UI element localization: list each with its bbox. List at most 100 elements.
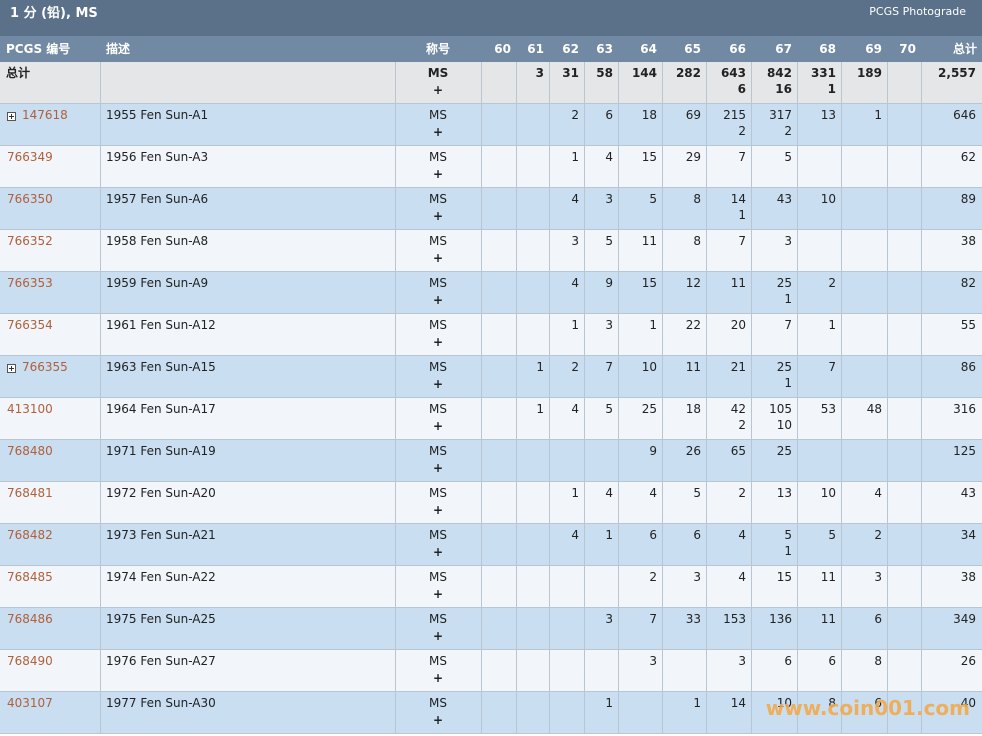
- cell-border: [481, 566, 482, 608]
- description: 1972 Fen Sun-A20: [106, 486, 216, 500]
- cell-border: [549, 314, 550, 356]
- cell-border: [395, 440, 396, 482]
- cell-border: [481, 146, 482, 188]
- cell-border: [662, 356, 663, 398]
- grade-count: 5: [649, 192, 657, 206]
- cell-border: [549, 62, 550, 104]
- cell-border: [516, 104, 517, 146]
- cell-border: [100, 566, 101, 608]
- cell-border: [584, 314, 585, 356]
- designation: MS: [427, 66, 449, 80]
- grade-count: 18: [641, 108, 657, 122]
- grade-count: 9: [649, 444, 657, 458]
- designation: MS: [429, 234, 447, 248]
- cell-border: [100, 272, 101, 314]
- cell-border: [395, 650, 396, 692]
- expand-icon[interactable]: [7, 112, 16, 121]
- cell-border: [887, 230, 888, 272]
- grade-count: 69: [685, 108, 701, 122]
- pcgs-number[interactable]: 768485: [7, 570, 53, 584]
- grade-count: 15: [641, 276, 657, 290]
- plus: +: [432, 83, 444, 97]
- pcgs-number[interactable]: 147618: [22, 108, 68, 122]
- cell-border: [662, 482, 663, 524]
- cell-border: [584, 62, 585, 104]
- cell-border: [706, 314, 707, 356]
- cell-border: [618, 230, 619, 272]
- cell-border: [662, 524, 663, 566]
- cell-border: [618, 608, 619, 650]
- grade-count: 8: [874, 654, 882, 668]
- plus-count: 2: [738, 124, 746, 138]
- total: 2,557: [938, 66, 976, 80]
- grade-count: 4: [649, 486, 657, 500]
- grade-count: 15: [776, 570, 792, 584]
- cell-border: [100, 314, 101, 356]
- photograde-link[interactable]: PCGS Photograde: [869, 5, 966, 18]
- pcgs-number[interactable]: 766350: [7, 192, 53, 206]
- cell-border: [921, 104, 922, 146]
- data-row: 766354 1961 Fen Sun-A12 MS +1 3 1 22 20 7 1 55: [0, 314, 982, 356]
- cell-border: [662, 314, 663, 356]
- cell-border: [481, 692, 482, 734]
- pcgs-number[interactable]: 766353: [7, 276, 53, 290]
- data-row: 768482 1973 Fen Sun-A21 MS +4 1 6 6 4 5 1 5 2 34: [0, 524, 982, 566]
- designation: MS: [429, 318, 447, 332]
- cell-border: [841, 692, 842, 734]
- cell-border: [516, 314, 517, 356]
- total: 349: [953, 612, 976, 626]
- pcgs-number[interactable]: 768490: [7, 654, 53, 668]
- description: 1976 Fen Sun-A27: [106, 654, 216, 668]
- column-header: 67: [775, 42, 792, 56]
- expand-icon[interactable]: [7, 364, 16, 373]
- cell-border: [841, 524, 842, 566]
- grade-count: 11: [730, 276, 746, 290]
- cell-border: [887, 62, 888, 104]
- cell-border: [751, 398, 752, 440]
- pcgs-number[interactable]: 768480: [7, 444, 53, 458]
- cell-border: [100, 356, 101, 398]
- cell-border: [100, 650, 101, 692]
- cell-border: [584, 566, 585, 608]
- grade-count: 10: [820, 192, 836, 206]
- cell-border: [921, 356, 922, 398]
- cell-border: [549, 482, 550, 524]
- cell-border: [921, 524, 922, 566]
- plus-count: 10: [776, 418, 792, 432]
- pcgs-number[interactable]: 768481: [7, 486, 53, 500]
- column-header: 描述: [106, 42, 131, 56]
- cell-border: [481, 608, 482, 650]
- pcgs-number[interactable]: 413100: [7, 402, 53, 416]
- cell-border: [921, 650, 922, 692]
- grade-count: 7: [828, 360, 836, 374]
- plus-count: 1: [784, 376, 792, 390]
- data-row: 147618 1955 Fen Sun-A1 MS +2 6 18 69 215 2 317 2 13…: [0, 104, 982, 146]
- cell-border: [706, 566, 707, 608]
- cell-border: [100, 146, 101, 188]
- pcgs-number[interactable]: 768482: [7, 528, 53, 542]
- pcgs-number[interactable]: 766355: [22, 360, 68, 374]
- pcgs-number[interactable]: 766352: [7, 234, 53, 248]
- cell-border: [618, 566, 619, 608]
- pcgs-number[interactable]: 766349: [7, 150, 53, 164]
- grade-count: 1: [649, 318, 657, 332]
- grade-count: 2: [738, 486, 746, 500]
- data-row: 768485 1974 Fen Sun-A22 MS +2 3 4 15 11 3 38: [0, 566, 982, 608]
- grade-count: 3: [738, 654, 746, 668]
- cell-border: [797, 482, 798, 524]
- cell-border: [516, 482, 517, 524]
- cell-border: [618, 146, 619, 188]
- cell-border: [706, 104, 707, 146]
- grade-count: 5: [693, 486, 701, 500]
- cell-border: [584, 104, 585, 146]
- cell-border: [618, 692, 619, 734]
- cell-border: [841, 566, 842, 608]
- cell-border: [549, 398, 550, 440]
- pcgs-number[interactable]: 403107: [7, 696, 53, 710]
- pcgs-number[interactable]: 766354: [7, 318, 53, 332]
- cell-border: [751, 230, 752, 272]
- column-header: 64: [640, 42, 657, 56]
- pcgs-number[interactable]: 768486: [7, 612, 53, 626]
- plus: +: [432, 587, 444, 601]
- description: 1963 Fen Sun-A15: [106, 360, 216, 374]
